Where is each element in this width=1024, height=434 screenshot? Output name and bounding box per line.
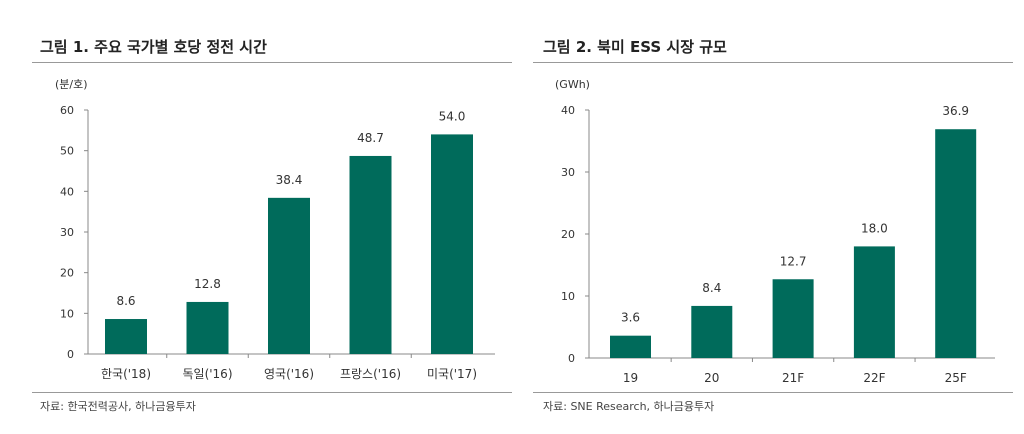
chart2-bar (772, 279, 814, 358)
chart2-y-tick-label: 0 (568, 352, 575, 365)
chart2-bar (691, 305, 733, 358)
chart2-category-label: 22F (863, 371, 885, 385)
chart1-y-tick-label: 20 (60, 267, 74, 280)
chart1-bar (186, 301, 229, 354)
chart2-data-label: 18.0 (861, 221, 888, 235)
chart1-y-tick-label: 60 (60, 104, 74, 117)
chart2-y-tick-label: 10 (561, 290, 575, 303)
chart2-y-tick-label: 40 (561, 104, 575, 117)
chart2-data-label: 3.6 (621, 311, 640, 325)
chart1-y-tick-label: 10 (60, 307, 74, 320)
chart2-bar (853, 246, 895, 358)
chart2-bottom-rule (533, 392, 1013, 393)
chart1-bar (349, 155, 392, 354)
chart1-category-label: 프랑스('16) (340, 367, 401, 381)
chart1-y-tick-label: 0 (67, 348, 74, 361)
chart2-y-unit: (GWh) (555, 78, 590, 91)
chart2-category-label: 19 (623, 371, 638, 385)
chart2-category-label: 25F (945, 371, 967, 385)
chart2-category-label: 21F (782, 371, 804, 385)
chart1-bottom-rule (32, 392, 512, 393)
chart1-data-label: 48.7 (357, 131, 384, 145)
chart2-category-label: 20 (704, 371, 719, 385)
chart1-category-label: 영국('16) (264, 367, 314, 381)
chart1-bar (431, 134, 473, 354)
chart2-bar (610, 335, 651, 358)
chart1-category-label: 미국('17) (427, 367, 477, 381)
chart1-source: 자료: 한국전력공사, 하나금융투자 (40, 400, 196, 413)
chart1-y-tick-label: 50 (60, 145, 74, 158)
chart1-data-label: 8.6 (116, 294, 135, 308)
chart1-bar (105, 319, 147, 354)
chart2-title-rule (533, 62, 1013, 63)
chart1-data-label: 38.4 (276, 173, 303, 187)
chart2-source: 자료: SNE Research, 하나금융투자 (543, 400, 715, 413)
chart1-bar (268, 197, 310, 354)
chart2-data-label: 8.4 (702, 281, 721, 295)
chart1-title-rule (32, 62, 512, 63)
chart2-y-tick-label: 30 (561, 166, 575, 179)
chart1-category-label: 독일('16) (182, 367, 232, 381)
chart2-y-tick-label: 20 (561, 228, 575, 241)
chart2-bar (935, 129, 977, 358)
chart2-data-label: 12.7 (780, 254, 807, 268)
chart1-y-unit: (분/호) (55, 78, 88, 91)
chart1-title: 그림 1. 주요 국가별 호당 정전 시간 (40, 38, 267, 56)
chart1-y-tick-label: 40 (60, 185, 74, 198)
chart1-data-label: 12.8 (194, 277, 221, 291)
chart1-y-tick-label: 30 (60, 226, 74, 239)
chart2-data-label: 36.9 (942, 104, 969, 118)
chart1-category-label: 한국('18) (101, 367, 151, 381)
chart2-title: 그림 2. 북미 ESS 시장 규모 (543, 38, 727, 56)
chart1-data-label: 54.0 (439, 109, 466, 123)
